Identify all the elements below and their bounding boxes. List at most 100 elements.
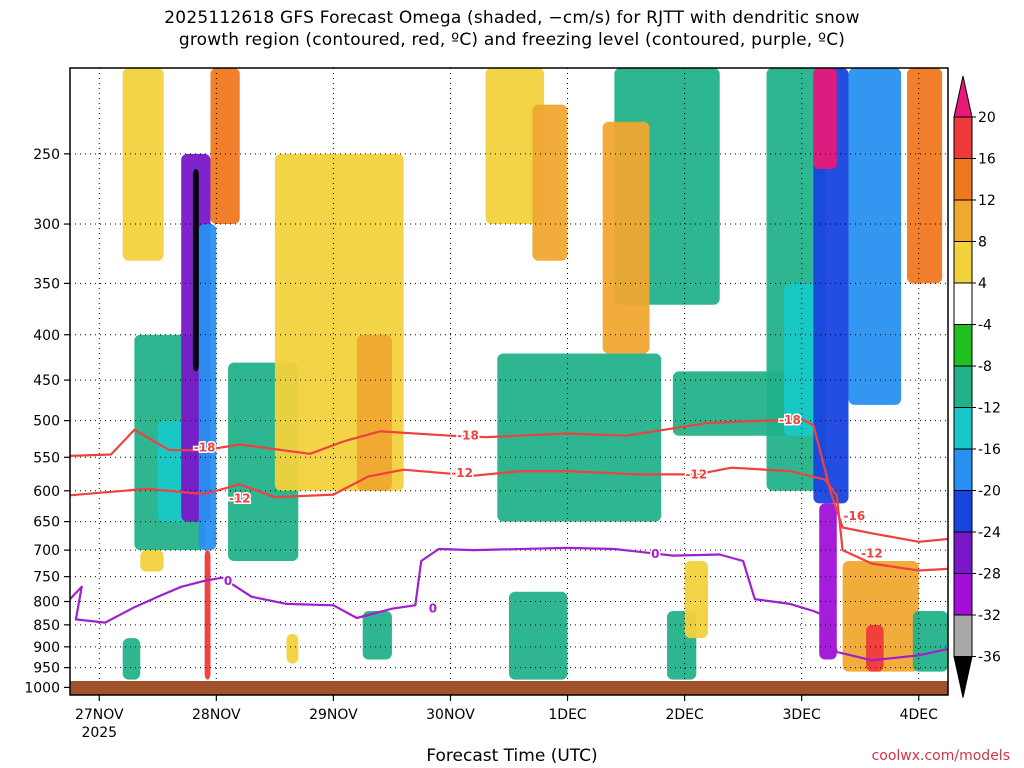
colorbar-swatch (953, 573, 973, 616)
x-tick-label: 28NOV (192, 707, 241, 723)
omega-region (907, 68, 943, 284)
watermark: coolwx.com/models (871, 748, 1010, 764)
omega-region (497, 353, 662, 522)
x-year-label: 2025 (81, 725, 117, 741)
contour-label: 0 (224, 574, 232, 588)
contour-label: 0 (651, 547, 659, 561)
colorbar-label: -24 (978, 525, 1001, 541)
omega-region (819, 503, 837, 660)
omega-region (848, 68, 902, 405)
omega-region (485, 68, 545, 225)
colorbar-bottom-triangle (953, 656, 973, 698)
chart-title-line-1: 2025112618 GFS Forecast Omega (shaded, −… (164, 8, 860, 28)
colorbar-label: -12 (978, 401, 1001, 417)
omega-region (602, 121, 650, 354)
contour-label: -12 (685, 467, 707, 481)
contour-line (70, 418, 948, 543)
colorbar-label: 8 (978, 235, 987, 251)
colorbar-label: 4 (978, 276, 987, 292)
colorbar-label: -20 (978, 484, 1001, 500)
colorbar-swatch (953, 116, 973, 159)
colorbar-label: -28 (978, 567, 1001, 583)
plot-frame (69, 67, 949, 696)
colorbar-label: 20 (978, 110, 996, 126)
y-tick-label: 650 (33, 515, 60, 531)
omega-region (192, 168, 199, 372)
omega-region (784, 283, 820, 436)
omega-region (356, 334, 392, 491)
colorbar-swatch (953, 241, 973, 284)
contour-label: -16 (844, 509, 866, 523)
colorbar-swatch (953, 324, 973, 367)
omega-region (122, 68, 164, 261)
contour-label: -12 (861, 546, 883, 560)
x-tick-label: 4DEC (900, 707, 939, 723)
omega-region (532, 104, 568, 261)
y-tick-label: 950 (33, 661, 60, 677)
contour-label: 0 (429, 602, 437, 616)
contour-label: -12 (229, 491, 251, 505)
x-tick-label: 3DEC (783, 707, 822, 723)
contour-label: -18 (457, 429, 479, 443)
y-tick-label: 1000 (24, 680, 60, 696)
x-axis: 27NOV 28NOV 29NOV 30NOV 1DEC 2DEC 3DEC 4DEC 2025 (75, 695, 938, 741)
y-tick-label: 550 (33, 450, 60, 466)
colorbar-swatch (953, 614, 973, 657)
y-tick-label: 500 (33, 414, 60, 430)
y-tick-label: 400 (33, 328, 60, 344)
omega-region (140, 550, 164, 572)
omega-region (813, 68, 849, 504)
chart-title-line-2: growth region (contoured, red, ºC) and f… (178, 30, 846, 50)
omega-region (286, 633, 299, 664)
y-tick-label: 750 (33, 570, 60, 586)
colorbar-label: -36 (978, 650, 1001, 666)
colorbar: 20 16 12 8 4 -4 -8 -12 -16 -20 -24 -28 -32 -36 (953, 75, 1001, 698)
contour-line (70, 466, 948, 572)
omega-region (210, 68, 240, 225)
y-tick-label: 700 (33, 543, 60, 559)
omega-region (842, 560, 919, 672)
x-tick-label: 1DEC (548, 707, 587, 723)
colorbar-swatch (953, 365, 973, 408)
x-tick-label: 27NOV (75, 707, 124, 723)
colorbar-top-triangle (953, 75, 973, 118)
omega-region (198, 224, 217, 551)
omega-region (912, 611, 948, 672)
omega-region (813, 68, 837, 169)
colorbar-label: -16 (978, 442, 1001, 458)
y-tick-label: 250 (33, 147, 60, 163)
contour-label: -18 (194, 440, 216, 454)
contour-line (70, 546, 948, 662)
omega-shading (122, 68, 948, 680)
colorbar-label: -4 (978, 318, 992, 334)
colorbar-label: -8 (978, 359, 992, 375)
y-axis: 250 300 350 400 450 500 550 600 650 700 750 800 850 9… (24, 147, 70, 696)
x-tick-label: 29NOV (309, 707, 358, 723)
colorbar-swatch (953, 490, 973, 533)
y-tick-label: 350 (33, 276, 60, 292)
omega-region (672, 371, 790, 436)
colorbar-swatch (953, 158, 973, 201)
y-tick-label: 800 (33, 595, 60, 611)
x-axis-label: Forecast Time (UTC) (426, 746, 598, 766)
colorbar-swatch (953, 448, 973, 491)
colorbar-swatch (953, 531, 973, 574)
colorbar-label: 16 (978, 152, 996, 168)
contour-lines: -18 -18 -18 -12 -12 -12 -16 -12 0 0 0 (70, 411, 948, 662)
colorbar-swatch (953, 199, 973, 242)
y-tick-label: 450 (33, 373, 60, 389)
colorbar-label: -32 (978, 608, 1001, 624)
omega-region (362, 611, 392, 660)
contour-label: -18 (779, 413, 801, 427)
omega-region (509, 591, 568, 680)
y-tick-label: 600 (33, 484, 60, 500)
ground-surface (70, 681, 948, 695)
colorbar-swatch (953, 282, 973, 325)
colorbar-label: 12 (978, 193, 996, 209)
colorbar-swatch (953, 407, 973, 450)
omega-region (122, 638, 141, 680)
omega-region (684, 560, 709, 639)
x-tick-label: 30NOV (426, 707, 475, 723)
x-tick-label: 2DEC (665, 707, 704, 723)
